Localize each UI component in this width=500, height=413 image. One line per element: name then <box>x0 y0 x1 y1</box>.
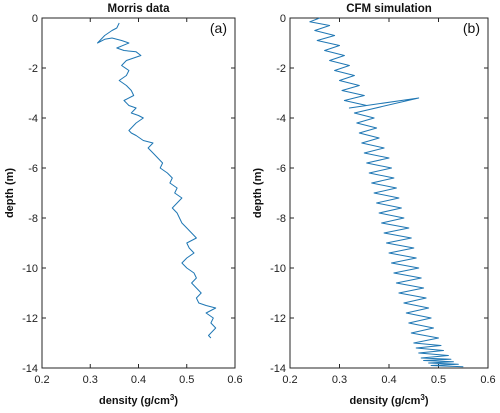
panel-label: (a) <box>210 20 227 36</box>
chart-panel-a: 0.2 0.3 0.4 0.5 0.6 0 -2 -4 -6 -8 -10 -12 -14 Morris … <box>4 3 243 407</box>
y-tick-label: 0 <box>32 13 38 25</box>
y-tick-label: -8 <box>276 213 286 225</box>
x-tick-label: 0.6 <box>480 374 495 386</box>
y-tick-label: -2 <box>276 63 286 75</box>
y-tick-label: -6 <box>276 163 286 175</box>
y-tick-label: -2 <box>28 63 38 75</box>
y-tick-label: -10 <box>270 263 286 275</box>
x-axis-label-tail: ) <box>425 395 429 407</box>
y-tick-label: -6 <box>28 163 38 175</box>
x-axis-label-sup: 3 <box>170 393 175 402</box>
plot-frame <box>289 17 489 369</box>
x-axis-label-sup: 3 <box>420 393 425 402</box>
y-tick-label: -14 <box>270 363 286 375</box>
chart-title: CFM simulation <box>346 3 432 15</box>
x-axis-label-main: density (g/cm <box>99 395 170 407</box>
x-axis-label-tail: ) <box>174 395 178 407</box>
chart-panel-b: 0.2 0.3 0.4 0.5 0.6 0 -2 -4 -6 -8 -10 -12 -14 CFM sim… <box>252 3 496 407</box>
chart-title: Morris data <box>108 3 171 15</box>
density-profile-line <box>309 17 464 368</box>
x-tick-label: 0.2 <box>34 374 49 386</box>
y-axis-label: depth (m) <box>4 168 16 218</box>
x-tick-label: 0.3 <box>332 374 347 386</box>
y-tick-label: -12 <box>270 313 286 325</box>
y-tick-label: -14 <box>22 363 38 375</box>
x-tick-label: 0.6 <box>227 374 242 386</box>
plot-frame <box>41 17 236 369</box>
x-axis-label: density (g/cm3) <box>349 393 428 408</box>
x-tick-label: 0.5 <box>179 374 194 386</box>
x-tick-label: 0.3 <box>83 374 98 386</box>
y-tick-label: -12 <box>22 313 38 325</box>
x-axis-label-main: density (g/cm <box>349 395 420 407</box>
x-tick-label: 0.4 <box>381 374 396 386</box>
x-axis-label: density (g/cm3) <box>99 393 178 408</box>
y-tick-label: -4 <box>276 113 286 125</box>
y-tick-label: -10 <box>22 263 38 275</box>
y-tick-label: -4 <box>28 113 38 125</box>
x-tick-label: 0.4 <box>131 374 146 386</box>
x-tick-label: 0.2 <box>282 374 297 386</box>
density-profile-line <box>97 22 217 339</box>
x-tick-label: 0.5 <box>431 374 446 386</box>
panel-label: (b) <box>463 20 480 36</box>
y-axis-label: depth (m) <box>252 168 264 218</box>
y-tick-label: 0 <box>280 13 286 25</box>
y-tick-label: -8 <box>28 213 38 225</box>
